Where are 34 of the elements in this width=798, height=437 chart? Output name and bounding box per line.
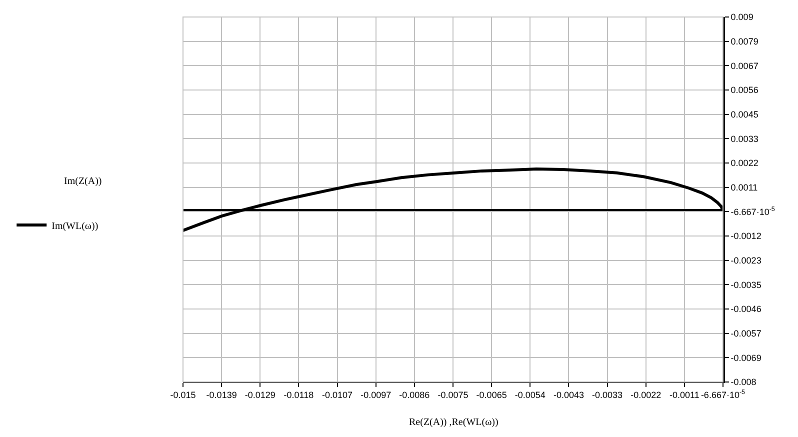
y-tick-label: -0.0046: [730, 304, 762, 314]
y-tick-label: 0.0056: [730, 85, 758, 96]
x-tick-label: -0.0065: [476, 390, 507, 400]
x-tick-label: -0.0054: [514, 390, 546, 400]
x-tick-label: -0.0043: [553, 390, 584, 400]
y-tick-label: 0.0011: [730, 182, 758, 192]
y-tick-label: -0.0035: [730, 280, 762, 290]
y-tick-label: 0.0079: [730, 36, 758, 46]
y-tick-label: -0.0023: [730, 255, 762, 266]
x-tick-label: -0.0075: [438, 390, 468, 400]
y-tick-label: -0.0069: [730, 352, 762, 363]
y-tick-label: 0.0033: [730, 134, 758, 144]
x-tick-label: -0.0139: [206, 390, 237, 400]
x-tick-label: -0.0129: [244, 390, 276, 400]
x-tick-label: -0.0011: [670, 390, 700, 400]
x-axis-title: Re(Z(A)) ,Re(WL(ω)): [409, 417, 498, 428]
x-tick-label: -0.0033: [592, 390, 623, 400]
legend-label: Im(WL(ω)): [52, 220, 98, 232]
x-tick-label: -0.015: [170, 390, 196, 400]
x-tick-label: -0.0107: [322, 390, 353, 400]
x-tick-label: -0.0022: [630, 390, 662, 400]
x-tick-label: -0.0086: [399, 390, 430, 400]
x-tick-label: -6.667·10$^{-5}$: [700, 389, 746, 400]
y-tick-label: 0.0022: [730, 158, 758, 168]
y-tick-label: -6.667·10$^{-5}$: [730, 206, 776, 217]
y-tick-label: 0.009: [730, 12, 754, 22]
y-tick-label: 0.0045: [730, 109, 758, 120]
y-tick-label: 0.0067: [730, 60, 758, 71]
x-tick-label: -0.0118: [284, 390, 314, 400]
y-tick-label: -0.0057: [730, 328, 762, 338]
text: Im(Z(A)): [64, 176, 102, 187]
y-tick-label: -0.0012: [730, 231, 762, 242]
y-tick-label: -0.008: [730, 377, 756, 388]
x-tick-label: -0.0097: [360, 390, 392, 400]
